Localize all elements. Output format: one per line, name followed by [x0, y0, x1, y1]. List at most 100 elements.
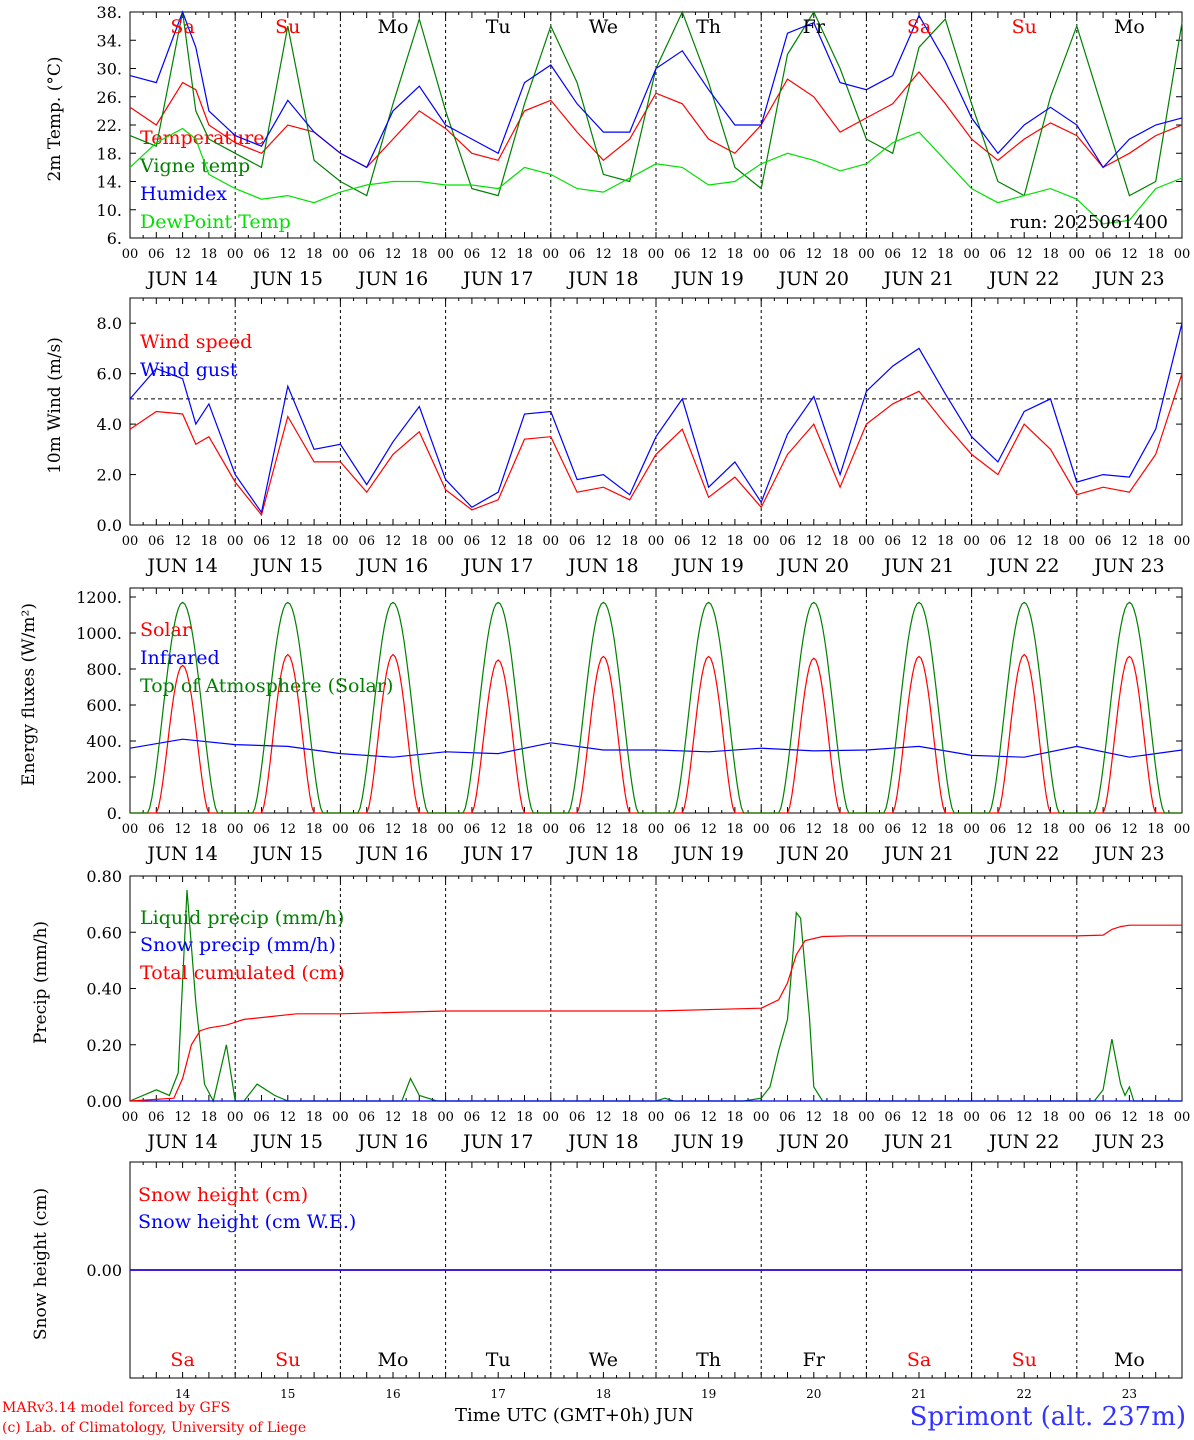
- date-label: JUN 21: [882, 268, 954, 290]
- date-label: JUN 14: [145, 268, 217, 290]
- hour-tick-label: 06: [464, 534, 481, 549]
- hour-tick-label: 18: [621, 247, 638, 262]
- hour-tick-label: 06: [990, 534, 1007, 549]
- date-label: JUN 18: [566, 1131, 638, 1153]
- weekday-label-top: Fr: [803, 16, 826, 38]
- y-tick-label: 800.: [86, 660, 122, 679]
- y-tick-label: 1200.: [76, 588, 122, 607]
- hour-tick-label: 00: [332, 1110, 349, 1125]
- hour-tick-label: 12: [806, 247, 823, 262]
- y-axis-label: 10m Wind (m/s): [45, 337, 65, 474]
- date-label: JUN 15: [251, 1131, 323, 1153]
- hour-tick-label: 06: [674, 1110, 691, 1125]
- weekday-label-bottom: Fr: [803, 1349, 826, 1371]
- legend-entry: Snow height (cm): [138, 1184, 308, 1206]
- y-tick-label: 200.: [86, 768, 122, 787]
- hour-tick-label: 00: [963, 1110, 980, 1125]
- hour-tick-label: 12: [174, 534, 191, 549]
- legend-entry: Liquid precip (mm/h): [140, 907, 344, 929]
- hour-tick-label: 00: [122, 247, 139, 262]
- hour-tick-label: 00: [1069, 534, 1086, 549]
- series-line-top-of-atmosphere-solar: [130, 601, 1182, 814]
- y-tick-label: 0.: [107, 804, 122, 823]
- hour-tick-label: 06: [569, 1110, 586, 1125]
- hour-tick-label: 06: [884, 247, 901, 262]
- hour-tick-label: 06: [884, 534, 901, 549]
- date-label: JUN 17: [461, 268, 533, 290]
- series-line-vigne-temp: [129, 10, 1183, 197]
- hour-tick-label: 18: [1042, 534, 1059, 549]
- hour-tick-label: 18: [306, 534, 323, 549]
- date-label: JUN 17: [461, 1131, 533, 1153]
- hour-tick-label: 00: [543, 247, 560, 262]
- hour-tick-label: 12: [1121, 534, 1138, 549]
- hour-tick-label: 06: [674, 822, 691, 837]
- date-label: JUN 19: [671, 268, 743, 290]
- hour-tick-label: 00: [858, 1110, 875, 1125]
- hour-tick-label: 18: [727, 822, 744, 837]
- panel-2: 0.0 2.0 4.0 6.0 8.0 10m Wind (m/s) Wind speed W…: [45, 297, 1190, 577]
- date-label: JUN 16: [356, 268, 428, 290]
- weekday-label-bottom: Mo: [378, 1349, 409, 1371]
- hour-tick-label: 12: [174, 822, 191, 837]
- hour-tick-label: 06: [884, 822, 901, 837]
- weekday-label-bottom: Tu: [486, 1349, 511, 1371]
- date-label: JUN 14: [145, 843, 217, 865]
- hour-tick-label: 06: [1095, 534, 1112, 549]
- hour-tick-label: 06: [148, 534, 165, 549]
- hour-tick-label: 12: [1016, 534, 1033, 549]
- hour-tick-label: 12: [911, 247, 928, 262]
- day-number-label: 21: [911, 1387, 926, 1401]
- hour-tick-label: 18: [621, 822, 638, 837]
- hour-tick-label: 18: [201, 822, 218, 837]
- hour-tick-label: 06: [990, 1110, 1007, 1125]
- hour-tick-label: 12: [911, 1110, 928, 1125]
- date-label: JUN 21: [882, 555, 954, 577]
- hour-tick-label: 06: [779, 1110, 796, 1125]
- legend-entry: Vigne temp: [139, 155, 250, 177]
- hour-tick-label: 12: [595, 822, 612, 837]
- hour-tick-label: 18: [306, 1110, 323, 1125]
- hour-tick-label: 00: [858, 822, 875, 837]
- weekday-label-bottom: Sa: [907, 1349, 931, 1371]
- hour-tick-label: 12: [1016, 1110, 1033, 1125]
- hour-tick-label: 06: [1095, 822, 1112, 837]
- series-line-total-cumulated-cm: [129, 924, 1182, 1102]
- hour-tick-label: 18: [411, 1110, 428, 1125]
- hour-tick-label: 12: [385, 534, 402, 549]
- hour-tick-label: 12: [595, 247, 612, 262]
- date-label: JUN 22: [987, 268, 1059, 290]
- y-tick-label: 14.: [97, 173, 122, 192]
- y-tick-label: 18.: [97, 144, 122, 163]
- hour-tick-label: 06: [148, 1110, 165, 1125]
- day-number-label: 17: [491, 1387, 506, 1401]
- weekday-label-bottom: Mo: [1114, 1349, 1145, 1371]
- y-tick-label: 26.: [97, 88, 122, 107]
- date-label: JUN 14: [145, 1131, 217, 1153]
- y-tick-label: 0.80: [86, 867, 122, 886]
- date-label: JUN 21: [882, 843, 954, 865]
- hour-tick-label: 12: [700, 822, 717, 837]
- hour-tick-label: 00: [543, 822, 560, 837]
- hour-tick-label: 06: [779, 822, 796, 837]
- hour-tick-label: 06: [253, 1110, 270, 1125]
- hour-tick-label: 06: [569, 822, 586, 837]
- weekday-label-top: Th: [696, 16, 721, 38]
- station-name: Sprimont (alt. 237m): [909, 1402, 1186, 1432]
- hour-tick-label: 18: [306, 822, 323, 837]
- day-number-label: 14: [175, 1387, 191, 1401]
- hour-tick-label: 12: [385, 1110, 402, 1125]
- hour-tick-label: 18: [1042, 822, 1059, 837]
- day-number-label: 23: [1122, 1387, 1137, 1401]
- panel-4: 0.00 0.20 0.40 0.60 0.80 Precip (mm/h) Liquid …: [31, 867, 1190, 1153]
- hour-tick-label: 18: [727, 247, 744, 262]
- hour-tick-label: 18: [1042, 1110, 1059, 1125]
- hour-tick-label: 12: [700, 534, 717, 549]
- date-label: JUN 20: [777, 555, 849, 577]
- y-tick-label: 6.: [107, 229, 122, 248]
- hour-tick-label: 00: [543, 534, 560, 549]
- y-tick-label: 38.: [97, 3, 122, 22]
- y-tick-label: 8.0: [97, 314, 122, 333]
- hour-tick-label: 06: [1095, 1110, 1112, 1125]
- y-tick-label: 0.0: [97, 516, 122, 535]
